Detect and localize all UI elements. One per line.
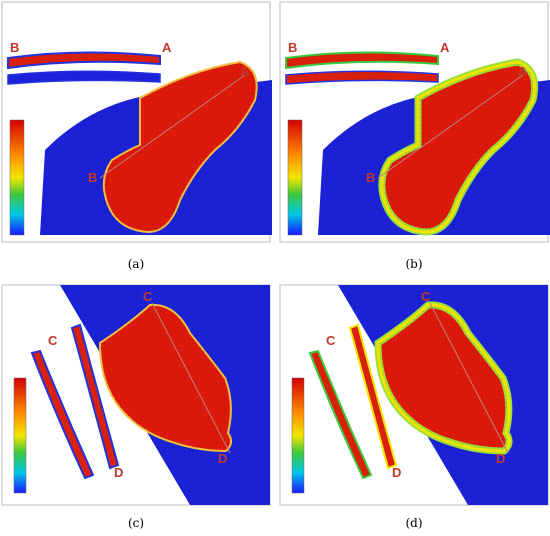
point-label: C <box>421 289 431 304</box>
strip-left <box>308 349 373 480</box>
panel: A B A B (b) <box>279 1 550 271</box>
caption: (a) <box>128 257 145 271</box>
point-label: D <box>218 451 227 466</box>
strip-lower <box>285 70 439 85</box>
colorbar <box>9 119 25 236</box>
caption: (d) <box>405 516 422 530</box>
strip-upper <box>7 51 161 70</box>
point-label: A <box>240 64 250 79</box>
colorbar <box>13 377 27 494</box>
point-label: C <box>48 333 58 348</box>
caption: (c) <box>128 516 144 530</box>
panel: A B A B (a) <box>1 1 272 271</box>
point-label: D <box>392 465 401 480</box>
strip-upper <box>285 51 439 70</box>
strip-right <box>348 323 398 470</box>
point-label: B <box>10 40 19 55</box>
panel: C D C D (d) <box>279 284 549 530</box>
mesh-grid <box>100 304 232 451</box>
mesh-grid <box>381 62 535 232</box>
section-line <box>151 302 231 454</box>
point-label: B <box>366 170 375 185</box>
section-line <box>429 302 509 454</box>
point-label: B <box>88 170 97 185</box>
panel: C D C D (c) <box>1 284 271 530</box>
strip-left <box>30 349 95 480</box>
colorbar <box>287 119 303 236</box>
point-label: D <box>114 465 123 480</box>
point-label: C <box>326 333 336 348</box>
point-label: A <box>162 40 172 55</box>
point-label: A <box>518 64 528 79</box>
point-label: A <box>440 40 450 55</box>
section-line <box>377 74 524 179</box>
section-line <box>99 74 246 179</box>
caption: (b) <box>405 257 422 271</box>
mesh-grid <box>103 62 257 232</box>
strip-lower <box>7 70 161 85</box>
mesh-grid <box>378 304 510 451</box>
colorbar <box>291 377 305 494</box>
point-label: D <box>496 451 505 466</box>
strip-right <box>70 323 120 470</box>
point-label: B <box>288 40 297 55</box>
point-label: C <box>143 289 153 304</box>
